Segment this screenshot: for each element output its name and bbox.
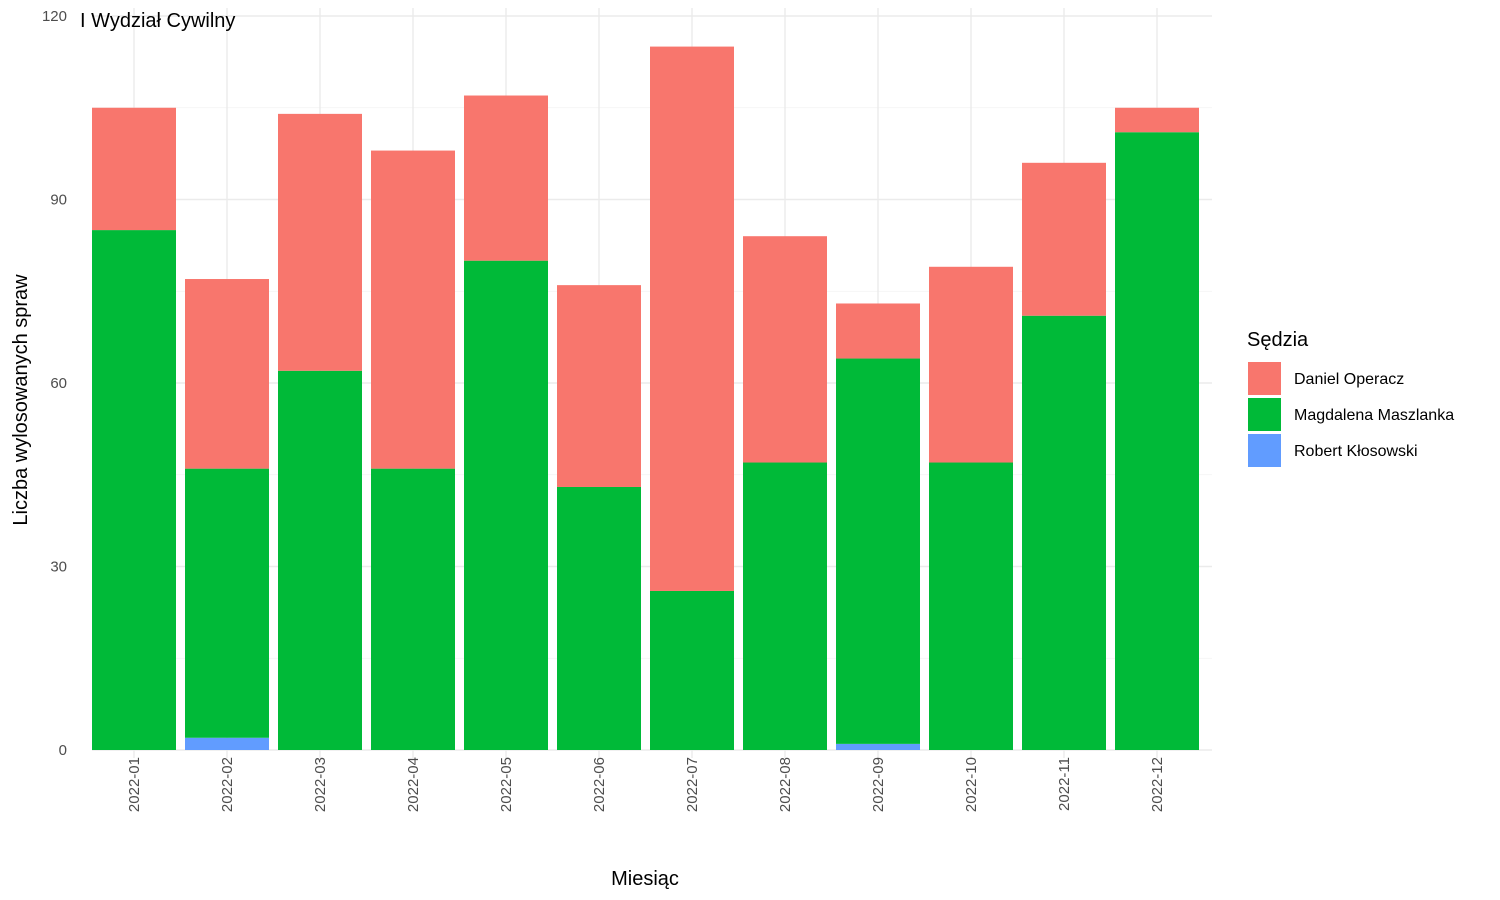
bar-segment [836,743,920,750]
bar-segment [743,236,827,463]
y-tick-label: 0 [59,742,67,759]
bar-segment [185,279,269,469]
x-tick-label: 2022-03 [312,757,329,812]
legend-key [1248,398,1281,431]
bar-segment [278,370,362,750]
bar-segment [836,303,920,359]
bar-segment [371,468,455,750]
bar-segment [1022,315,1106,750]
y-axis-ticks: 0 30 60 90 120 [42,8,67,759]
x-tick-label: 2022-04 [405,757,422,812]
bar-segment [836,358,920,744]
chart-title: I Wydział Cywilny [80,10,235,32]
bar-segment [650,46,734,591]
y-tick-label: 120 [42,8,67,25]
x-tick-label: 2022-01 [126,757,143,812]
bar-segment [743,462,827,750]
legend-label: Magdalena Maszlanka [1294,407,1454,424]
y-axis-title: Liczba wylosowanych spraw [10,274,32,526]
bar-segment [929,462,1013,750]
x-tick-label: 2022-05 [498,757,515,812]
x-tick-label: 2022-12 [1149,757,1166,812]
bar-segment [464,260,548,750]
y-tick-label: 30 [50,559,67,576]
bar-segment [1115,132,1199,750]
bar-segment [1115,107,1199,133]
x-tick-label: 2022-10 [963,757,980,812]
bar-segment [371,150,455,469]
x-tick-label: 2022-06 [591,757,608,812]
bar-segment [557,486,641,750]
bar-segment [929,266,1013,463]
bar-segment [92,107,176,231]
legend-label: Daniel Operacz [1294,371,1404,388]
x-axis-title: Miesiąc [611,868,679,890]
bar-segment [464,95,548,261]
legend-title: Sędzia [1247,329,1309,351]
legend-key [1248,434,1281,467]
bars [92,46,1199,751]
bar-segment [185,468,269,738]
legend-key [1248,362,1281,395]
x-axis-ticks: 2022-01 2022-02 2022-03 2022-04 2022-05 2022-… [126,757,1166,812]
x-tick-label: 2022-11 [1056,757,1073,811]
y-tick-label: 90 [50,192,67,209]
bar-segment [92,230,176,751]
bar-segment [557,285,641,487]
bar-segment [650,590,734,750]
y-tick-label: 60 [50,375,67,392]
x-tick-label: 2022-08 [777,757,794,812]
x-tick-label: 2022-02 [219,757,236,812]
x-tick-label: 2022-07 [684,757,701,812]
legend-label: Robert Kłosowski [1294,443,1418,460]
bar-segment [278,113,362,371]
bar-segment [185,737,269,750]
legend: Sędzia Daniel Operacz Magdalena Maszlanka… [1247,329,1454,467]
bar-segment [1022,162,1106,316]
x-tick-label: 2022-09 [870,757,887,812]
